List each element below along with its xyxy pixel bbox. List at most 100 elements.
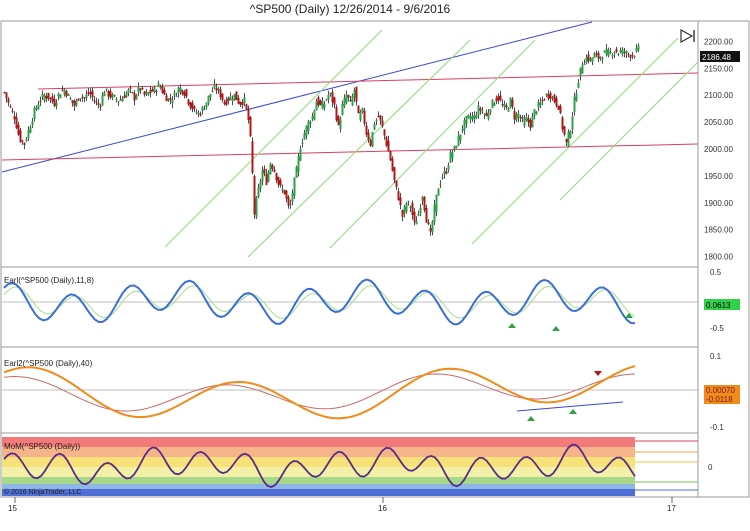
candle-body (529, 119, 532, 128)
candle-body (103, 92, 106, 97)
candle-body (251, 141, 254, 173)
price-tick-label: 2100.00 (704, 91, 733, 100)
candle-body (531, 116, 534, 128)
candle-body (67, 94, 70, 96)
candle-body (247, 108, 250, 120)
candle-body (407, 201, 410, 203)
candle-body (107, 90, 110, 97)
buy-signal-icon (508, 323, 516, 328)
candle-body (345, 94, 348, 104)
candle-body (23, 142, 26, 145)
candle-body (637, 45, 640, 51)
candle-body (321, 101, 324, 110)
sell-signal-icon (594, 371, 602, 376)
candle-body (263, 168, 266, 174)
candle-body (359, 111, 362, 121)
candle-body (309, 122, 312, 124)
candle-body (71, 100, 74, 103)
candle-body (403, 206, 406, 214)
candle-body (355, 86, 358, 102)
candle-body (415, 220, 418, 225)
candle-body (207, 95, 210, 104)
candle-body (365, 125, 368, 135)
candle-body (375, 119, 378, 121)
candle-body (361, 107, 364, 113)
candle-body (631, 54, 634, 56)
candle-body (31, 121, 34, 125)
candle-body (559, 105, 562, 114)
candle-body (93, 100, 96, 102)
candle-body (219, 89, 222, 98)
candle-body (257, 187, 260, 198)
mom-layer (3, 440, 698, 491)
candle-body (325, 99, 328, 101)
trend-line (1, 21, 593, 173)
candle-body (301, 142, 304, 144)
candle-body (539, 102, 542, 106)
candle-body (587, 54, 590, 62)
candle-body (479, 108, 482, 111)
candle-body (265, 173, 268, 185)
candle-body (213, 83, 216, 89)
candle-body (425, 208, 428, 223)
candle-body (401, 210, 404, 217)
candle-body (413, 212, 416, 222)
candle-body (433, 204, 436, 223)
candle-body (51, 96, 54, 102)
candle-body (411, 203, 414, 216)
candle-body (621, 48, 624, 55)
candle-body (281, 188, 284, 191)
candle-body (475, 115, 478, 118)
candle-body (83, 97, 86, 99)
price-tick-label: 1950.00 (704, 172, 733, 181)
candle-body (5, 92, 8, 99)
candle-body (175, 95, 178, 97)
scroll-to-end-icon[interactable] (678, 28, 696, 44)
candle-body (569, 130, 572, 138)
candle-body (627, 54, 630, 56)
candle-body (111, 94, 114, 99)
candle-body (189, 102, 192, 108)
candle-body (215, 88, 218, 91)
earl2-signal-line (3, 373, 636, 412)
candle-body (603, 50, 606, 53)
candle-body (327, 94, 330, 100)
candle-body (279, 180, 282, 186)
candle-body (167, 98, 170, 101)
candle-body (171, 99, 174, 104)
candle-body (545, 93, 548, 96)
price-axis-ticks: 2200.00 2150.00 2100.00 2050.00 2000.00 1950.… (704, 37, 733, 261)
candle-body (199, 113, 202, 116)
candle-body (393, 167, 396, 181)
candle-body (117, 101, 120, 103)
candle-body (91, 90, 94, 98)
candle-body (155, 90, 158, 92)
x-tick-17: 17 (667, 504, 676, 513)
candle-body (455, 146, 458, 149)
candle-body (439, 183, 442, 185)
candle-body (75, 100, 78, 105)
candle-body (535, 111, 538, 114)
candle-body (39, 100, 42, 102)
candle-body (537, 102, 540, 108)
candle-body (515, 114, 518, 121)
candle-body (77, 98, 80, 101)
earl2-value-b: -0.0118 (706, 395, 733, 404)
candle-body (443, 170, 446, 175)
trend-line (329, 39, 536, 249)
candle-body (339, 119, 342, 130)
candle-body (299, 149, 302, 161)
candle-body (205, 102, 208, 108)
candle-body (289, 204, 292, 206)
candle-body (191, 102, 194, 110)
candle-body (517, 113, 520, 118)
candle-body (463, 119, 466, 131)
earl2-tick-top: 0.1 (710, 352, 722, 361)
x-tick-15: 15 (8, 504, 17, 513)
candle-body (137, 86, 140, 93)
candle-body (593, 53, 596, 59)
candle-body (203, 108, 206, 110)
candle-body (453, 145, 456, 150)
earl-label: Earl(^SP500 (Daily),11,8) (4, 276, 94, 285)
candle-body (379, 115, 382, 121)
